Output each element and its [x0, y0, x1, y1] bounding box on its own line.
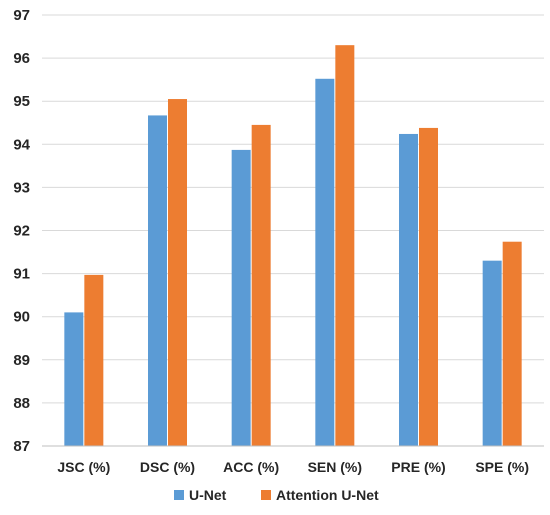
bar-attention-u-net — [335, 45, 355, 447]
y-tick-label: 91 — [13, 266, 30, 283]
x-tick-label: SPE (%) — [475, 459, 529, 475]
bar-u-net — [315, 78, 335, 447]
legend-swatch — [261, 490, 271, 500]
bar-u-net — [64, 312, 84, 446]
y-tick-label: 95 — [13, 93, 30, 110]
bar-attention-u-net — [502, 241, 522, 446]
gridlines — [42, 14, 544, 404]
x-tick-label: DSC (%) — [140, 459, 195, 475]
y-tick-label: 90 — [13, 309, 30, 326]
y-tick-label: 87 — [13, 438, 30, 455]
legend: U-Net Attention U-Net — [174, 487, 379, 503]
bar-attention-u-net — [251, 124, 271, 446]
y-tick-label: 93 — [13, 179, 30, 196]
y-axis-ticks: 87 88 89 90 91 92 93 94 95 96 97 — [13, 7, 30, 455]
bars — [64, 45, 522, 447]
x-tick-label: PRE (%) — [391, 459, 445, 475]
x-tick-label: SEN (%) — [308, 459, 362, 475]
legend-label: Attention U-Net — [276, 487, 379, 503]
y-tick-label: 89 — [13, 352, 30, 369]
bar-u-net — [231, 149, 251, 446]
y-tick-label: 94 — [13, 136, 30, 153]
y-tick-label: 92 — [13, 223, 30, 240]
y-tick-label: 88 — [13, 395, 30, 412]
bar-attention-u-net — [84, 274, 104, 446]
x-axis-ticks: JSC (%) DSC (%) ACC (%) SEN (%) PRE (%) SPE (… — [57, 459, 529, 475]
legend-swatch — [174, 490, 184, 500]
legend-label: U-Net — [189, 487, 227, 503]
bar-u-net — [482, 260, 502, 446]
y-tick-label: 96 — [13, 50, 30, 67]
bar-u-net — [148, 115, 167, 446]
x-tick-label: JSC (%) — [57, 459, 110, 475]
x-tick-label: ACC (%) — [223, 459, 279, 475]
bar-attention-u-net — [168, 99, 187, 447]
y-tick-label: 97 — [13, 7, 30, 24]
bar-attention-u-net — [419, 127, 438, 446]
bar-u-net — [399, 133, 418, 446]
